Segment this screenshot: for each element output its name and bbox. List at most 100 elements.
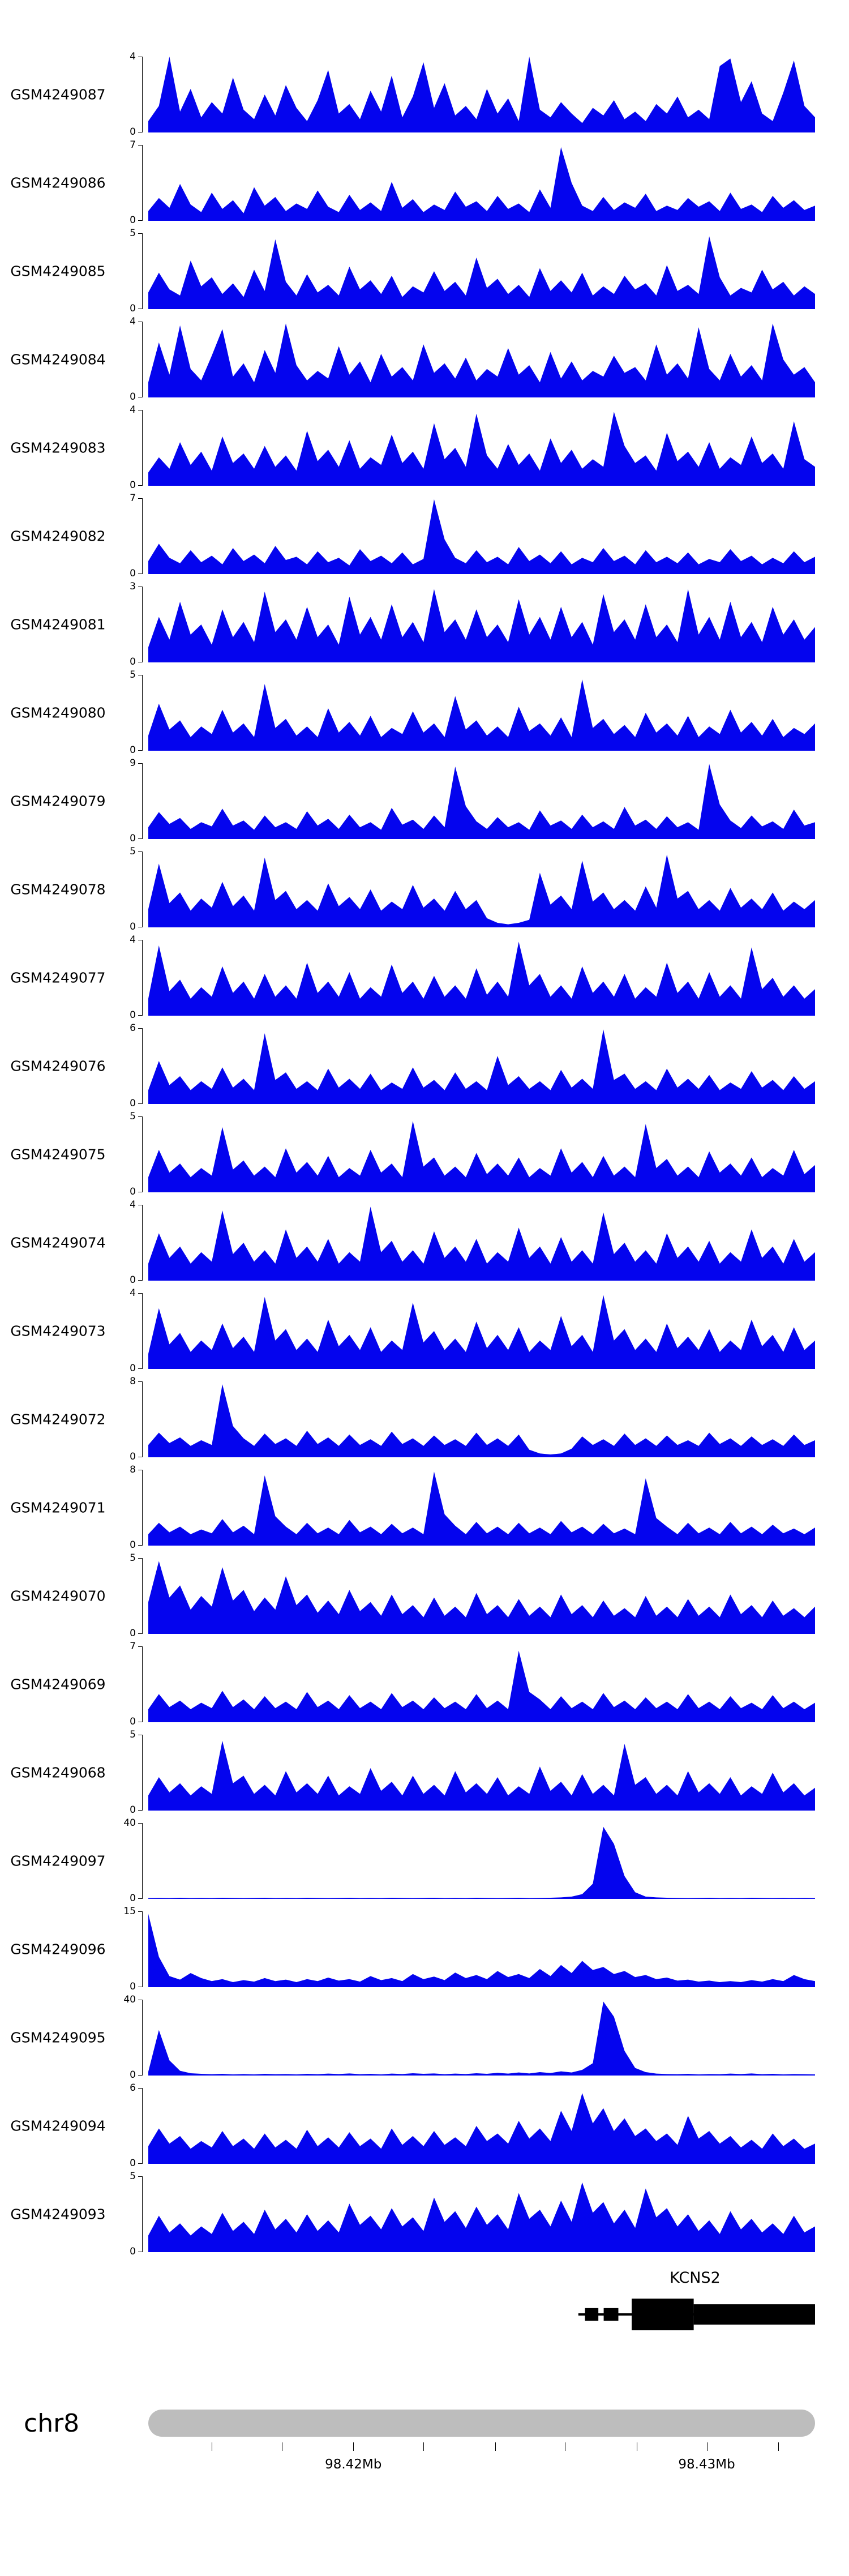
yaxis-max-label: 4 <box>130 404 136 416</box>
track-title: GSM4249082 <box>10 528 106 545</box>
y-axis-line <box>142 145 143 221</box>
y-axis-tick-bottom <box>138 1368 143 1369</box>
yaxis-min-label: 0 <box>130 1098 136 1109</box>
track-row: GSM4249087 4 0 <box>0 44 849 137</box>
tracks: GSM4249087 4 0 GSM4249086 7 0 GSM4249085 <box>0 44 849 2257</box>
signal-plot <box>148 764 815 839</box>
track-label-col: GSM4249079 9 0 <box>0 759 148 844</box>
signal-area <box>148 1561 815 1634</box>
y-axis-tick-top <box>138 1028 143 1029</box>
track-row: GSM4249068 5 0 <box>0 1722 849 1815</box>
yaxis-max-label: 3 <box>130 581 136 592</box>
track-row: GSM4249070 5 0 <box>0 1546 849 1638</box>
signal-plot <box>148 1295 815 1369</box>
y-axis-tick-top <box>138 145 143 146</box>
track-label-col: GSM4249071 8 0 <box>0 1465 148 1550</box>
yaxis-max-label: 40 <box>123 1994 136 2005</box>
yaxis-max-label: 6 <box>130 1022 136 1034</box>
y-axis-line <box>142 587 143 662</box>
track-row: GSM4249086 7 0 <box>0 132 849 225</box>
signal-area <box>148 1826 815 1899</box>
signal-area <box>148 764 815 839</box>
chromosome-ideogram <box>148 2410 815 2437</box>
y-axis-tick-top <box>138 1381 143 1382</box>
signal-plot <box>148 57 815 132</box>
y-axis-tick-top <box>138 1293 143 1294</box>
track-label-col: GSM4249075 5 0 <box>0 1112 148 1197</box>
signal-area <box>148 1740 815 1811</box>
signal-plot <box>148 1384 815 1457</box>
signal-plot <box>148 1826 815 1899</box>
signal-plot <box>148 412 815 486</box>
y-axis-tick-bottom <box>138 1545 143 1546</box>
signal-area <box>148 499 815 574</box>
axis-tick <box>495 2442 496 2451</box>
track-label-col: GSM4249087 4 0 <box>0 52 148 137</box>
track-label-col: GSM4249068 5 0 <box>0 1730 148 1815</box>
y-axis-line <box>142 1735 143 1811</box>
gene-annotation-track: KCNS2 <box>0 2269 849 2360</box>
y-axis-line <box>142 410 143 486</box>
yaxis-min-label: 0 <box>130 1363 136 1374</box>
track-label-col: GSM4249077 4 0 <box>0 935 148 1020</box>
track-title: GSM4249073 <box>10 1323 106 1340</box>
yaxis-max-label: 8 <box>130 1376 136 1387</box>
track-title: GSM4249083 <box>10 439 106 456</box>
track-title: GSM4249075 <box>10 1146 106 1163</box>
track-title: GSM4249069 <box>10 1676 106 1693</box>
track-row: GSM4249083 4 0 <box>0 397 849 490</box>
signal-plot <box>148 499 815 574</box>
y-axis-line <box>142 940 143 1016</box>
y-axis-tick-bottom <box>138 485 143 486</box>
signal-plot <box>148 2093 815 2164</box>
track-row: GSM4249075 5 0 <box>0 1104 849 1197</box>
gene-plot: KCNS2 <box>148 2269 815 2360</box>
yaxis-min-label: 0 <box>130 1186 136 1197</box>
y-axis-line <box>142 2176 143 2252</box>
yaxis-max-label: 4 <box>130 1199 136 1210</box>
track-label-col: GSM4249093 5 0 <box>0 2172 148 2257</box>
track-title: GSM4249072 <box>10 1411 106 1428</box>
track-title: GSM4249081 <box>10 616 106 633</box>
track-title: GSM4249074 <box>10 1234 106 1251</box>
y-axis-line <box>142 1823 143 1899</box>
yaxis-min-label: 0 <box>130 303 136 314</box>
yaxis-max-label: 7 <box>130 1641 136 1652</box>
y-axis-tick-bottom <box>138 750 143 751</box>
yaxis-max-label: 5 <box>130 1111 136 1122</box>
track-title: GSM4249096 <box>10 1941 106 1958</box>
signal-plot <box>148 589 815 662</box>
y-axis-line <box>142 498 143 574</box>
yaxis-max-label: 9 <box>130 758 136 769</box>
y-axis-tick-bottom <box>138 1633 143 1634</box>
signal-area <box>148 1121 815 1192</box>
y-axis-line <box>142 1116 143 1192</box>
ideogram-track: chr8 98.42Mb 98.43Mb <box>0 2410 849 2482</box>
track-row: GSM4249085 5 0 <box>0 221 849 314</box>
track-row: GSM4249071 8 0 <box>0 1457 849 1550</box>
y-axis-line <box>142 57 143 132</box>
yaxis-min-label: 0 <box>130 1539 136 1551</box>
track-label-col: GSM4249095 40 0 <box>0 1995 148 2080</box>
gene-exon <box>603 2308 619 2321</box>
y-axis-line <box>142 1028 143 1104</box>
track-title: GSM4249094 <box>10 2117 106 2134</box>
yaxis-max-label: 5 <box>130 228 136 239</box>
y-axis-tick-top <box>138 1646 143 1647</box>
y-axis-tick-top <box>138 498 143 499</box>
signal-area <box>148 57 815 132</box>
signal-area <box>148 942 815 1016</box>
track-row: GSM4249080 5 0 <box>0 662 849 755</box>
yaxis-min-label: 0 <box>130 1804 136 1816</box>
track-label-col: GSM4249070 5 0 <box>0 1554 148 1638</box>
y-axis-line <box>142 1646 143 1722</box>
signal-plot <box>148 679 815 751</box>
y-axis-tick-bottom <box>138 220 143 221</box>
track-label-col: GSM4249097 40 0 <box>0 1818 148 1903</box>
signal-plot <box>148 147 815 221</box>
chromosome-label: chr8 <box>24 2409 80 2438</box>
yaxis-min-label: 0 <box>130 1274 136 1286</box>
y-axis-tick-bottom <box>138 1810 143 1811</box>
track-row: GSM4249079 9 0 <box>0 751 849 844</box>
track-title: GSM4249097 <box>10 1852 106 1869</box>
